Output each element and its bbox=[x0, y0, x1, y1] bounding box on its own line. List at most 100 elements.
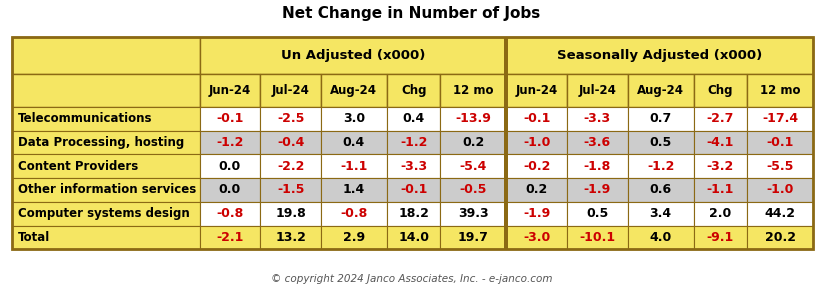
Bar bbox=[628, 107, 694, 131]
Text: 0.2: 0.2 bbox=[526, 183, 548, 196]
Text: 0.6: 0.6 bbox=[649, 183, 672, 196]
Text: -1.0: -1.0 bbox=[766, 183, 794, 196]
Bar bbox=[260, 154, 321, 178]
Bar bbox=[321, 107, 387, 131]
Bar bbox=[260, 74, 321, 107]
Bar bbox=[694, 226, 747, 249]
Text: -1.1: -1.1 bbox=[707, 183, 734, 196]
Bar bbox=[747, 226, 813, 249]
Bar bbox=[321, 154, 387, 178]
Bar bbox=[694, 131, 747, 154]
Bar bbox=[387, 202, 440, 226]
Text: -3.2: -3.2 bbox=[707, 160, 734, 173]
Text: -3.6: -3.6 bbox=[584, 136, 611, 149]
Text: -0.1: -0.1 bbox=[766, 136, 794, 149]
Text: -1.1: -1.1 bbox=[340, 160, 368, 173]
Bar bbox=[567, 202, 628, 226]
Bar bbox=[747, 178, 813, 202]
Text: 44.2: 44.2 bbox=[765, 207, 796, 220]
Text: Data Processing, hosting: Data Processing, hosting bbox=[18, 136, 184, 149]
Text: Chg: Chg bbox=[401, 84, 426, 97]
Text: 0.2: 0.2 bbox=[463, 136, 485, 149]
Bar bbox=[260, 131, 321, 154]
Bar bbox=[506, 131, 567, 154]
Text: 4.0: 4.0 bbox=[649, 231, 672, 244]
Bar bbox=[387, 74, 440, 107]
Text: 0.4: 0.4 bbox=[342, 136, 365, 149]
Text: Aug-24: Aug-24 bbox=[330, 84, 378, 97]
Text: Total: Total bbox=[18, 231, 50, 244]
Bar bbox=[260, 178, 321, 202]
Bar bbox=[440, 74, 506, 107]
Text: 3.4: 3.4 bbox=[649, 207, 672, 220]
Text: -2.7: -2.7 bbox=[707, 112, 734, 125]
Text: -0.8: -0.8 bbox=[216, 207, 244, 220]
Text: -9.1: -9.1 bbox=[707, 231, 734, 244]
Bar bbox=[506, 74, 567, 107]
Text: -17.4: -17.4 bbox=[762, 112, 798, 125]
Bar bbox=[440, 154, 506, 178]
Bar bbox=[12, 131, 200, 154]
Bar bbox=[694, 178, 747, 202]
Text: 19.8: 19.8 bbox=[275, 207, 306, 220]
Text: -5.5: -5.5 bbox=[766, 160, 794, 173]
Text: Jun-24: Jun-24 bbox=[515, 84, 558, 97]
Bar bbox=[321, 74, 387, 107]
Text: Other information services: Other information services bbox=[18, 183, 197, 196]
Text: -3.3: -3.3 bbox=[584, 112, 611, 125]
Bar bbox=[628, 178, 694, 202]
Bar bbox=[747, 154, 813, 178]
Text: 1.4: 1.4 bbox=[342, 183, 365, 196]
Text: -1.8: -1.8 bbox=[584, 160, 611, 173]
Text: -1.5: -1.5 bbox=[277, 183, 305, 196]
Text: -0.1: -0.1 bbox=[400, 183, 427, 196]
Text: -10.1: -10.1 bbox=[579, 231, 616, 244]
Bar bbox=[200, 37, 506, 74]
Bar bbox=[567, 226, 628, 249]
Bar bbox=[200, 226, 260, 249]
Bar bbox=[440, 131, 506, 154]
Bar bbox=[200, 202, 260, 226]
Text: Aug-24: Aug-24 bbox=[637, 84, 684, 97]
Bar bbox=[504, 37, 509, 249]
Bar bbox=[12, 37, 813, 249]
Bar bbox=[567, 107, 628, 131]
Text: Jul-24: Jul-24 bbox=[272, 84, 309, 97]
Bar bbox=[506, 37, 813, 74]
Text: 0.5: 0.5 bbox=[649, 136, 672, 149]
Bar bbox=[567, 178, 628, 202]
Bar bbox=[200, 107, 260, 131]
Bar bbox=[567, 154, 628, 178]
Text: 39.3: 39.3 bbox=[458, 207, 489, 220]
Text: -2.2: -2.2 bbox=[277, 160, 305, 173]
Text: -4.1: -4.1 bbox=[707, 136, 734, 149]
Text: -1.2: -1.2 bbox=[400, 136, 427, 149]
Text: -3.3: -3.3 bbox=[400, 160, 427, 173]
Bar bbox=[628, 202, 694, 226]
Bar bbox=[321, 226, 387, 249]
Bar bbox=[260, 226, 321, 249]
Bar bbox=[506, 202, 567, 226]
Text: -1.0: -1.0 bbox=[523, 136, 551, 149]
Text: Un Adjusted (x000): Un Adjusted (x000) bbox=[281, 49, 425, 62]
Text: -5.4: -5.4 bbox=[460, 160, 487, 173]
Bar bbox=[694, 154, 747, 178]
Bar bbox=[506, 107, 567, 131]
Text: -0.8: -0.8 bbox=[340, 207, 368, 220]
Bar bbox=[12, 154, 200, 178]
Bar bbox=[694, 202, 747, 226]
Bar bbox=[12, 202, 200, 226]
Text: -1.9: -1.9 bbox=[584, 183, 611, 196]
Text: 2.0: 2.0 bbox=[709, 207, 732, 220]
Text: 0.0: 0.0 bbox=[219, 183, 241, 196]
Bar bbox=[440, 202, 506, 226]
Bar bbox=[387, 178, 440, 202]
Text: -13.9: -13.9 bbox=[455, 112, 491, 125]
Text: 19.7: 19.7 bbox=[458, 231, 489, 244]
Bar bbox=[387, 226, 440, 249]
Bar bbox=[12, 178, 200, 202]
Text: -0.4: -0.4 bbox=[277, 136, 305, 149]
Text: -0.1: -0.1 bbox=[523, 112, 551, 125]
Text: -0.2: -0.2 bbox=[523, 160, 551, 173]
Text: 0.5: 0.5 bbox=[586, 207, 608, 220]
